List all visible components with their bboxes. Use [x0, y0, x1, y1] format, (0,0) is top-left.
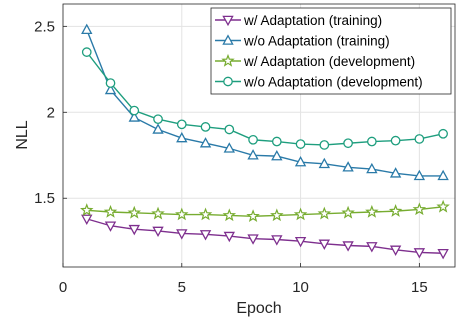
data-point	[224, 124, 235, 135]
y-tick-label: 2.5	[34, 18, 55, 35]
data-point	[128, 111, 140, 122]
data-point	[293, 207, 308, 221]
series-1	[81, 214, 449, 260]
data-point	[343, 138, 353, 149]
data-point	[247, 149, 259, 160]
series-line	[86, 218, 444, 254]
data-point	[248, 134, 258, 145]
data-point	[388, 204, 403, 217]
series-4	[81, 47, 448, 150]
data-point	[223, 231, 236, 243]
data-point	[176, 229, 188, 240]
data-point	[104, 83, 117, 95]
series-2	[81, 23, 449, 181]
data-point	[271, 149, 283, 161]
legend-marker	[223, 76, 233, 87]
series-layer	[80, 23, 450, 260]
data-point	[271, 235, 283, 246]
legend-item: w/ Adaptation (training)	[215, 13, 382, 28]
data-point	[366, 136, 377, 147]
data-point	[319, 140, 330, 150]
data-point	[222, 208, 237, 222]
data-point	[176, 119, 187, 130]
legend-item: w/ Adaptation (development)	[215, 53, 415, 69]
data-point	[413, 169, 426, 181]
data-point	[80, 203, 94, 217]
data-point	[246, 209, 260, 223]
data-point	[152, 226, 164, 238]
legend-item: w/o Adaptation (training)	[215, 34, 390, 49]
data-point	[270, 208, 284, 222]
legend: w/ Adaptation (training) w/o Adaptation (…	[210, 7, 452, 95]
data-point	[104, 221, 117, 232]
data-point	[200, 122, 211, 132]
y-axis-label: NLL	[14, 120, 31, 149]
data-point	[129, 105, 140, 116]
data-point	[81, 23, 93, 35]
series-3	[80, 199, 450, 223]
data-point	[199, 137, 212, 148]
data-point	[81, 47, 92, 57]
legend-label: w/o Adaptation (training)	[243, 34, 390, 49]
data-point	[366, 162, 378, 174]
legend-label: w/ Adaptation (development)	[243, 54, 415, 69]
data-point	[318, 157, 331, 169]
x-tick-label: 5	[178, 279, 186, 296]
data-point	[365, 204, 379, 218]
legend-marker	[221, 53, 235, 67]
axis-ticks: 0 5 10 15 1.5 2 2.5	[34, 18, 428, 296]
data-point	[389, 167, 402, 178]
data-point	[247, 234, 259, 245]
data-point	[223, 142, 236, 153]
data-point	[128, 224, 140, 236]
data-point	[389, 245, 402, 256]
data-point	[127, 205, 142, 219]
data-point	[294, 236, 307, 248]
data-point	[390, 135, 401, 146]
data-point	[175, 207, 189, 221]
data-point	[414, 134, 425, 144]
data-point	[199, 230, 212, 241]
legend-label: w/ Adaptation (training)	[243, 13, 382, 28]
legend-box	[210, 7, 452, 95]
data-point	[152, 123, 164, 134]
data-point	[198, 207, 213, 221]
data-point	[413, 248, 426, 259]
data-point	[437, 248, 449, 260]
data-point	[436, 199, 450, 213]
data-point	[151, 206, 165, 220]
data-point	[342, 241, 354, 252]
data-point	[318, 239, 331, 250]
data-point	[105, 78, 116, 88]
y-tick-label: 1.5	[34, 190, 55, 207]
plot-frame	[62, 3, 456, 268]
legend-marker	[222, 34, 234, 45]
data-point	[81, 214, 93, 226]
data-point	[153, 114, 163, 125]
x-tick-label: 10	[292, 279, 309, 296]
x-tick-label: 15	[411, 279, 428, 296]
series-line	[86, 51, 444, 146]
x-axis-label: Epoch	[236, 300, 281, 317]
data-point	[103, 204, 118, 218]
data-point	[295, 139, 306, 149]
data-point	[317, 206, 332, 220]
series-line	[86, 206, 444, 217]
data-point	[437, 169, 449, 181]
legend-marker	[222, 15, 234, 27]
x-tick-label: 0	[59, 279, 67, 296]
data-point	[341, 205, 355, 219]
data-point	[294, 155, 307, 167]
y-tick-label: 2	[47, 104, 55, 121]
data-point	[342, 161, 354, 172]
data-point	[176, 131, 188, 143]
data-point	[412, 202, 427, 216]
data-point	[438, 128, 448, 139]
legend-label: w/o Adaptation (development)	[243, 75, 423, 90]
legend-item: w/o Adaptation (development)	[215, 75, 423, 90]
data-point	[366, 242, 378, 253]
data-point	[271, 136, 282, 147]
series-line	[86, 29, 444, 177]
